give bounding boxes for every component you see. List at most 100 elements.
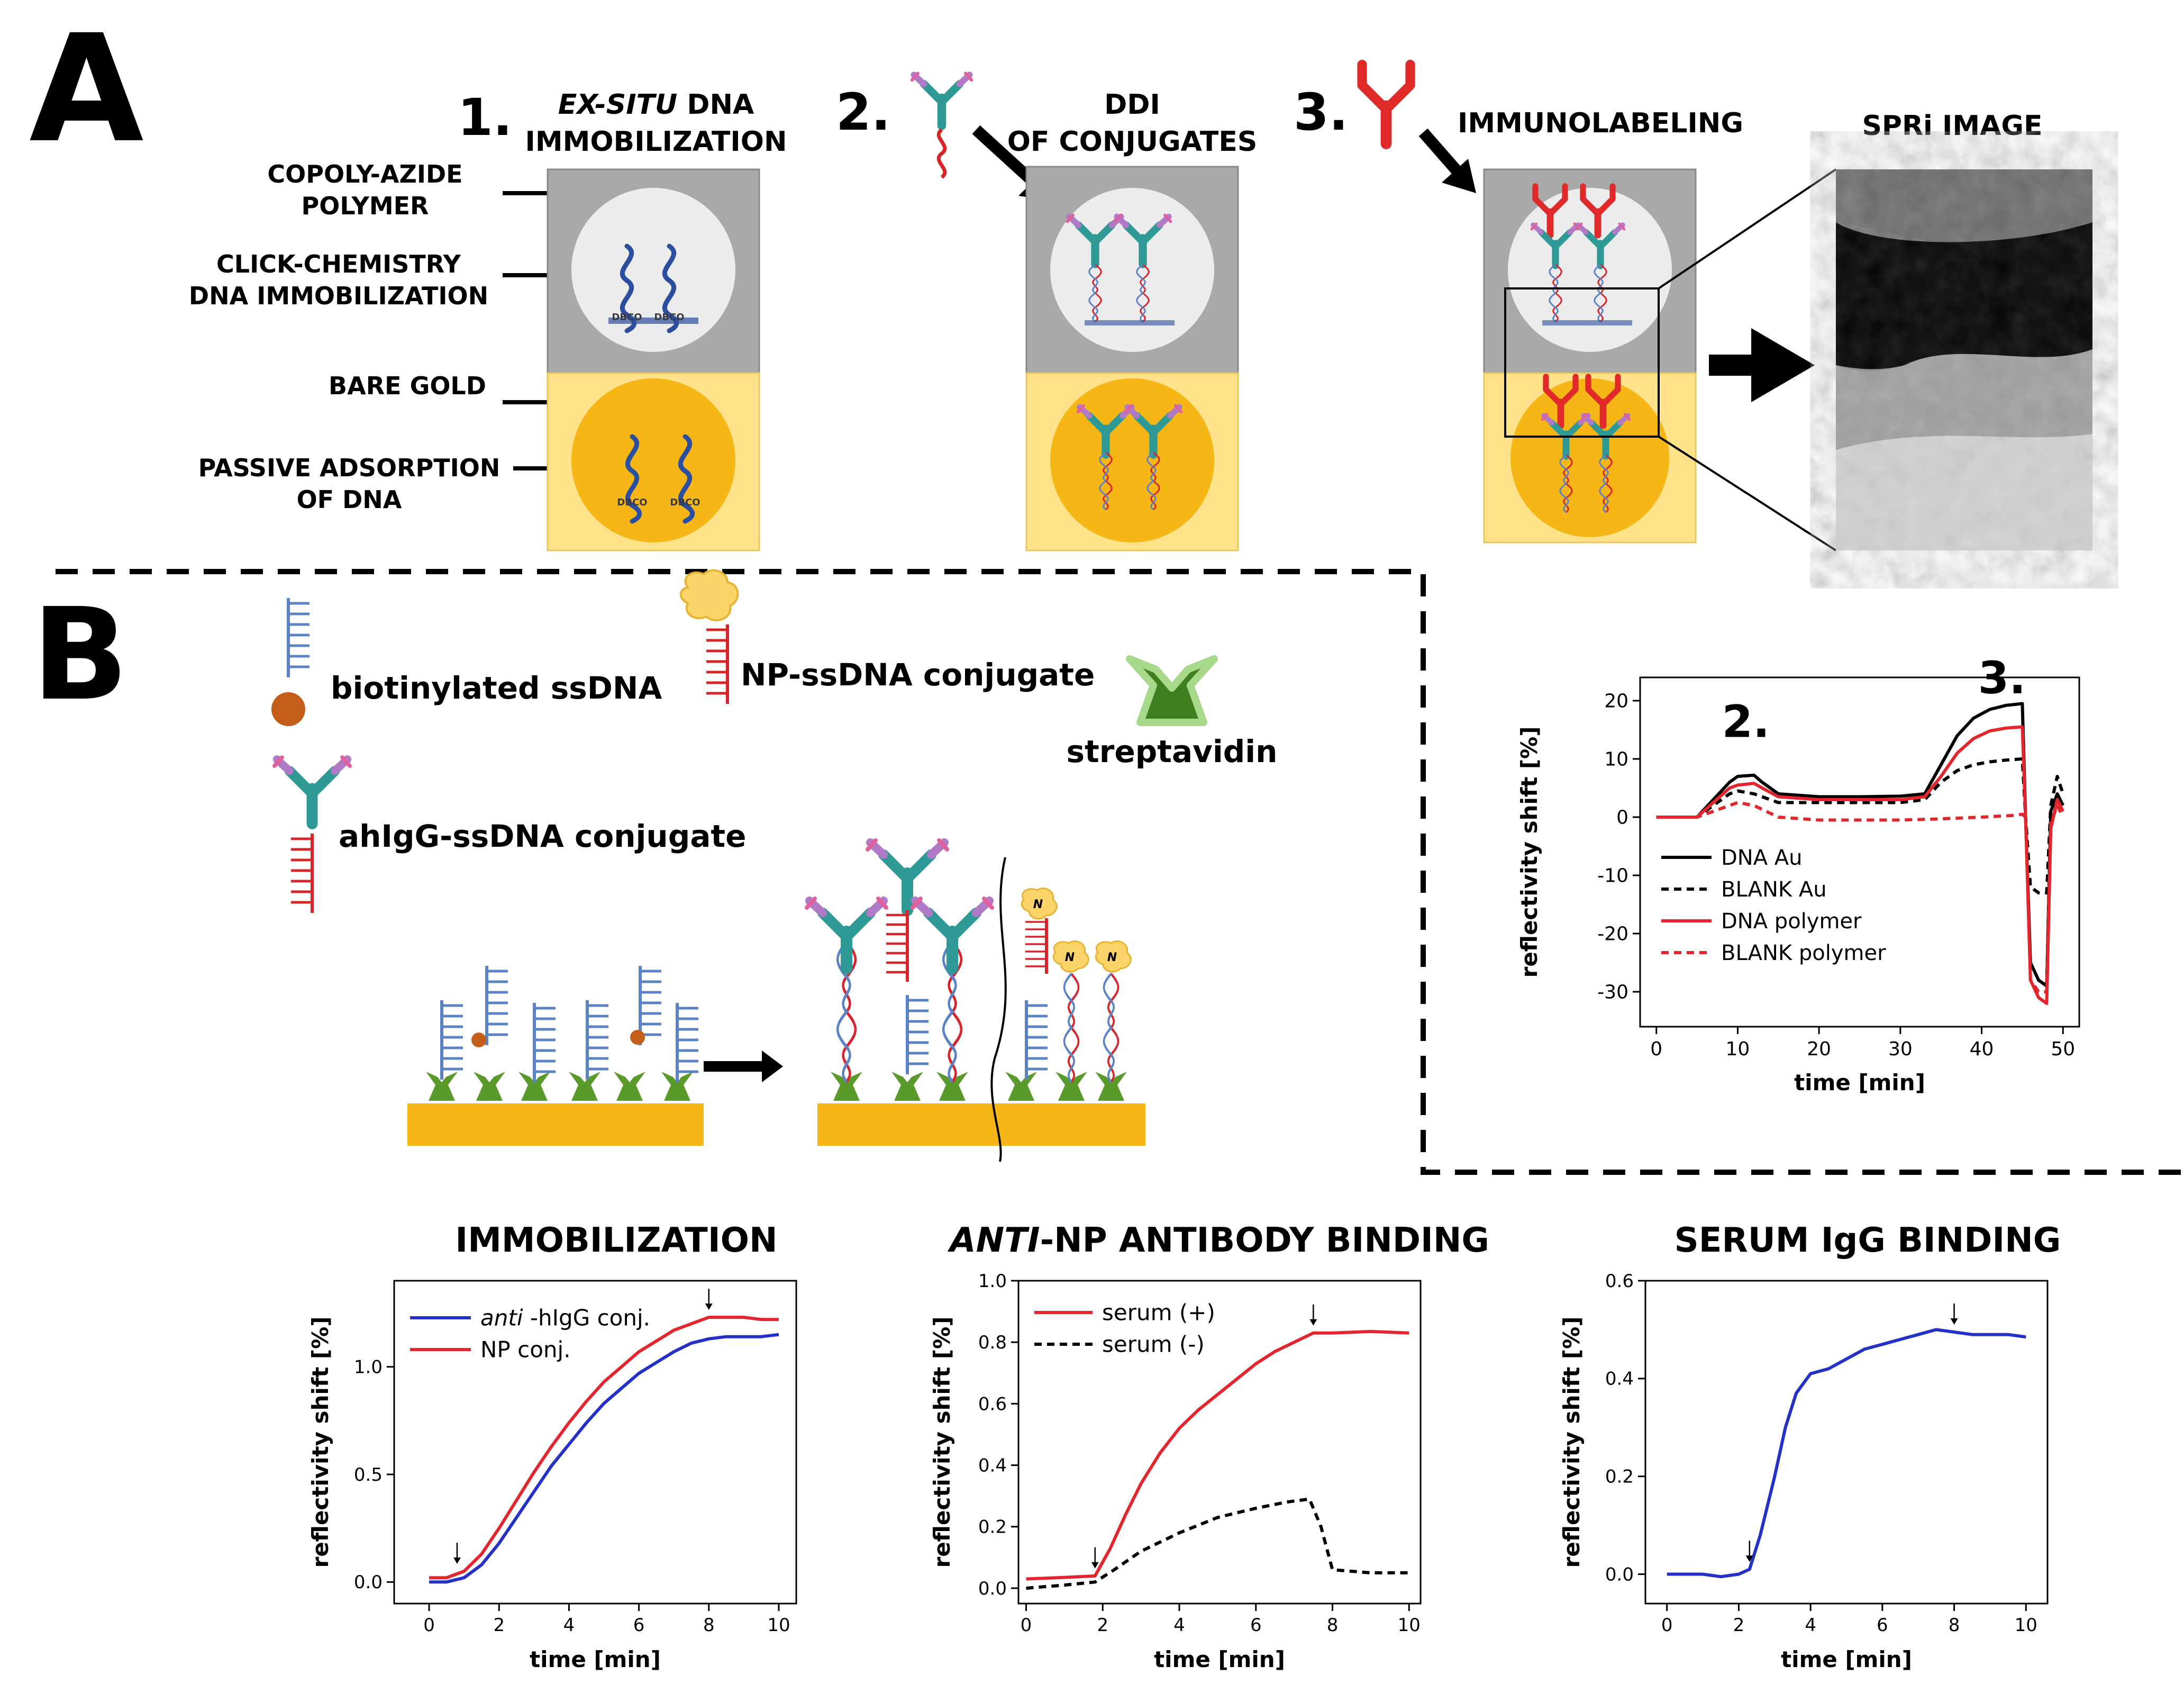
plot-frame bbox=[393, 1280, 797, 1605]
chip-step1: DBCO DBCO DBCO DBCO bbox=[547, 168, 760, 551]
series-line-0 bbox=[1656, 702, 2064, 988]
x-tick-label: 10 bbox=[1726, 1038, 1750, 1060]
legend-italic: anti bbox=[480, 1305, 523, 1331]
step1-title-line2: IMMOBILIZATION bbox=[525, 126, 787, 158]
series-line-2 bbox=[1656, 725, 2064, 1005]
surface-before bbox=[407, 966, 704, 1146]
y-tick-label: 0.2 bbox=[1605, 1466, 1634, 1488]
panel-a-letter: A bbox=[29, 3, 145, 176]
x-tick-label: 0 bbox=[1661, 1615, 1673, 1636]
np-conjugate-after-1: N bbox=[1021, 887, 1058, 974]
x-tick-label: 6 bbox=[1250, 1615, 1262, 1636]
x-axis-label: time [min] bbox=[1154, 1646, 1285, 1672]
legend-ahigg: ahIgG-ssDNA conjugate bbox=[339, 818, 746, 854]
x-tick-label: 0 bbox=[423, 1615, 435, 1636]
legend-label-0: anti -hIgG conj. bbox=[480, 1305, 650, 1331]
chart-title-italic: ANTI bbox=[947, 1221, 1040, 1260]
dbco-tag-2: DBCO bbox=[654, 312, 684, 323]
label-passive-1: PASSIVE ADSORPTION bbox=[198, 454, 501, 482]
chip-step2 bbox=[1025, 166, 1239, 551]
big-right-arrow bbox=[1709, 328, 1815, 402]
np-tag-3: N bbox=[1107, 951, 1117, 964]
series-line-1 bbox=[1656, 757, 2065, 894]
x-tick-label: 6 bbox=[1877, 1615, 1888, 1636]
biotin-ssdna-icon bbox=[271, 598, 310, 726]
chart-anti-np: 0 2 4 6 8 10 0.0 0.2 0.4 0.6 0.8 1.0 time [min] refle… bbox=[929, 1221, 1489, 1672]
spri-image-title: SPRi IMAGE bbox=[1862, 110, 2042, 142]
series-line-1 bbox=[429, 1316, 779, 1580]
y-tick-label: 20 bbox=[1604, 691, 1628, 712]
event-arrow-head-0 bbox=[1745, 1555, 1753, 1562]
step2-title-line1: DDI bbox=[1104, 89, 1160, 121]
panel-b-letter: B bbox=[32, 581, 129, 729]
x-tick-label: 30 bbox=[1888, 1038, 1913, 1060]
chart-serum-igg: 0 2 4 6 8 10 0.0 0.2 0.4 0.6 time [min] reflectivit… bbox=[1559, 1221, 2061, 1672]
y-tick-label: 0.6 bbox=[1605, 1271, 1634, 1292]
series-line-0 bbox=[1667, 1328, 2026, 1579]
x-tick-label: 40 bbox=[1970, 1038, 1994, 1060]
legend-label-0: serum (+) bbox=[1102, 1300, 1215, 1326]
event-arrow-head-1 bbox=[705, 1303, 713, 1310]
series-line-0 bbox=[429, 1333, 779, 1584]
dbco-tag-3: DBCO bbox=[617, 497, 647, 508]
spri-image bbox=[1836, 169, 2092, 550]
zoom-lines bbox=[1658, 168, 1837, 551]
dashed-separator bbox=[56, 569, 2184, 1175]
label-click-2: DNA IMMOBILIZATION bbox=[189, 282, 488, 310]
chart-title: IMMOBILIZATION bbox=[455, 1221, 777, 1260]
y-tick-label: 10 bbox=[1604, 749, 1628, 771]
np-tag-2: N bbox=[1065, 951, 1075, 964]
y-tick-label: -10 bbox=[1597, 865, 1628, 887]
label-copoly-2: POLYMER bbox=[302, 192, 429, 220]
x-axis-label: time [min] bbox=[1794, 1070, 1925, 1095]
y-axis-label: reflectivity shift [%] bbox=[1559, 1317, 1585, 1568]
plot-frame bbox=[1639, 676, 2080, 1028]
event-arrow-head-0 bbox=[453, 1558, 461, 1564]
series-line-1 bbox=[1026, 1497, 1409, 1590]
y-tick-label: 0.4 bbox=[978, 1455, 1007, 1476]
event-arrow-head-1 bbox=[1309, 1319, 1317, 1326]
label-copoly-1: COPOLY-AZIDE bbox=[267, 160, 462, 188]
x-tick-label: 10 bbox=[2015, 1615, 2037, 1636]
x-tick-label: 8 bbox=[703, 1615, 715, 1636]
y-tick-label: 0.2 bbox=[978, 1517, 1007, 1538]
step2-title-line2: OF CONJUGATES bbox=[1007, 126, 1258, 158]
x-tick-label: 4 bbox=[563, 1615, 575, 1636]
legend-label-1: NP conj. bbox=[480, 1337, 571, 1363]
legend-label-2: DNA polymer bbox=[1721, 909, 1862, 934]
y-tick-label: 1.0 bbox=[354, 1357, 383, 1378]
legend-label-3: BLANK polymer bbox=[1721, 941, 1886, 965]
event-arrow-head-1 bbox=[1950, 1318, 1958, 1325]
y-tick-label: 0.0 bbox=[1605, 1564, 1634, 1585]
y-tick-label: 0.8 bbox=[978, 1332, 1007, 1353]
y-tick-label: 0.6 bbox=[978, 1393, 1007, 1415]
step1-number: 1. bbox=[458, 88, 512, 147]
dbco-tag-1: DBCO bbox=[612, 312, 642, 323]
x-tick-label: 0 bbox=[1021, 1615, 1032, 1636]
y-axis-label: reflectivity shift [%] bbox=[307, 1317, 333, 1568]
x-tick-label: 2 bbox=[493, 1615, 505, 1636]
x-tick-label: 10 bbox=[767, 1615, 790, 1636]
label-passive-2: OF DNA bbox=[297, 485, 402, 514]
plot-frame bbox=[1017, 1280, 1422, 1605]
annotation-1: 3. bbox=[1978, 652, 2026, 704]
chart-title: SERUM IgG BINDING bbox=[1675, 1221, 2061, 1260]
annotation-0: 2. bbox=[1722, 696, 1770, 748]
x-tick-label: 50 bbox=[2051, 1038, 2075, 1060]
np-conjugate-after-2: N bbox=[1052, 940, 1089, 1082]
surface-after: N N N bbox=[807, 840, 1145, 1162]
x-tick-label: 2 bbox=[1733, 1615, 1745, 1636]
legend-rest: -hIgG conj. bbox=[523, 1305, 651, 1331]
y-tick-label: 0.0 bbox=[978, 1578, 1007, 1599]
x-tick-label: 10 bbox=[1398, 1615, 1421, 1636]
np-tag-1: N bbox=[1033, 898, 1043, 911]
y-axis-label: reflectivity shift [%] bbox=[929, 1317, 955, 1568]
step1-title-italic: EX-SITU bbox=[558, 89, 678, 121]
streptavidin-icon bbox=[1126, 655, 1218, 726]
legend-np: NP-ssDNA conjugate bbox=[741, 657, 1095, 693]
surface-arrow bbox=[704, 1051, 783, 1082]
chart-title: ANTI-NP ANTIBODY BINDING bbox=[947, 1221, 1489, 1260]
chart-kinetics: 0 10 20 30 40 50 -30 -20 -10 0 10 20 time [min] refle… bbox=[1516, 652, 2080, 1095]
event-arrow-head-0 bbox=[1091, 1562, 1099, 1569]
